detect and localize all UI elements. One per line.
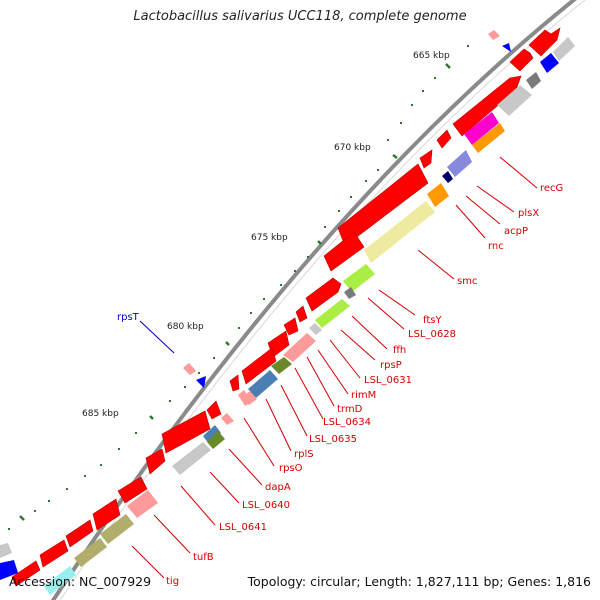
gene-label-LSL_0635: LSL_0635: [309, 434, 357, 445]
cds-arrow: [229, 374, 240, 392]
ruler-major-tick: [225, 341, 230, 346]
cog-box: [0, 543, 12, 558]
cds-arrow: [305, 277, 342, 312]
gene-label-smc: smc: [457, 276, 477, 287]
cog-box: [271, 357, 292, 374]
cds-pink-small: [221, 413, 234, 425]
cds-blue-arrow: [196, 376, 206, 388]
cog-box: [364, 201, 435, 263]
cds-arrow: [436, 129, 452, 149]
cog-box: [472, 123, 505, 153]
cog-box: [553, 37, 575, 61]
cds-arrow: [323, 231, 365, 272]
cog-box: [427, 183, 449, 207]
cog-box: [248, 370, 278, 398]
cds-blue-arrow: [502, 43, 511, 52]
gene-label-recG: recG: [540, 183, 563, 194]
cds-arrow: [65, 519, 94, 548]
cog-box: [203, 425, 221, 444]
genome-title: Lactobacillus salivarius UCC118, complet…: [133, 9, 467, 24]
ruler-major-tick: [445, 63, 451, 69]
ruler-label: 665 kbp: [413, 51, 450, 61]
cds-arrow: [92, 498, 121, 531]
gene-label-LSL_0631: LSL_0631: [364, 375, 412, 386]
cog-box: [172, 442, 211, 475]
cds-arrow: [39, 539, 69, 568]
gene-label-ffh: ffh: [393, 345, 406, 356]
cds-arrow: [145, 448, 166, 475]
gene-label-rimM: rimM: [351, 390, 376, 401]
cog-box: [540, 53, 559, 73]
gene-label-rnc: rnc: [488, 241, 504, 252]
ruler-major-tick: [392, 154, 398, 159]
cds-arrow: [283, 317, 299, 336]
gene-label-rpsO: rpsO: [279, 463, 303, 474]
gene-label-plsX: plsX: [518, 208, 539, 219]
cog-box: [442, 171, 453, 183]
cds-arrow: [337, 163, 429, 247]
rpst-leader-line: [139, 320, 175, 354]
ruler-minor-ticks: [8, 45, 469, 530]
gene-label-acpP: acpP: [504, 226, 528, 237]
cds-arrow: [241, 347, 277, 385]
cds-arrow: [11, 560, 41, 587]
gene-label-tufB: tufB: [193, 552, 214, 563]
ruler-label: 670 kbp: [334, 143, 371, 153]
cog-box: [447, 150, 472, 177]
cds-arrow: [452, 75, 522, 137]
cds-arrow: [419, 149, 433, 169]
cog-box: [344, 287, 356, 299]
ruler-major-tick: [149, 415, 154, 420]
label-leader-lines: [131, 156, 538, 579]
cog-box: [207, 431, 225, 449]
ruler-label: 685 kbp: [82, 409, 119, 419]
ruler-label: 675 kbp: [251, 233, 288, 243]
cds-pink-small: [488, 30, 500, 40]
gene-label-LSL_0634: LSL_0634: [323, 417, 371, 428]
gene-label-dapA: dapA: [265, 482, 291, 493]
cog-box: [283, 333, 316, 362]
cog-box: [242, 391, 257, 405]
gene-label-rplS: rplS: [294, 449, 314, 460]
cog-box: [526, 72, 541, 89]
gene-label-LSL_0641: LSL_0641: [219, 522, 267, 533]
cds-pink-small: [183, 363, 196, 375]
gene-label-tig: tig: [166, 576, 179, 587]
cds-arrow: [161, 410, 211, 454]
cog-box: [100, 514, 134, 544]
cds-arrow: [295, 305, 308, 323]
cds-arrow: [509, 48, 534, 72]
cds-arrow: [528, 27, 561, 57]
cog-box: [315, 299, 350, 328]
ruler-ticks: [19, 63, 451, 521]
gene-label-LSL_0628: LSL_0628: [408, 329, 456, 340]
cds-arrow: [206, 400, 222, 420]
cog-box: [309, 323, 322, 335]
ruler-major-tick: [317, 240, 322, 245]
genome-summary-text: Topology: circular; Length: 1,827,111 bp…: [247, 574, 591, 589]
cog-category-track[interactable]: [0, 37, 575, 595]
gene-label-rpsT: rpsT: [117, 312, 140, 323]
cog-box: [0, 560, 18, 580]
cog-box: [497, 85, 532, 116]
gene-label-trmD: trmD: [337, 404, 363, 415]
cog-box: [74, 538, 107, 567]
forward-cds-track[interactable]: [11, 27, 561, 587]
cog-box: [44, 566, 76, 595]
ruler-labels: 665 kbp 670 kbp 675 kbp 680 kbp 685 kbp: [82, 51, 450, 419]
gene-label-rpsP: rpsP: [380, 360, 402, 371]
gene-label-ftsY: ftsY: [423, 315, 442, 326]
ruler-label: 680 kbp: [167, 322, 204, 332]
cds-arrow: [117, 476, 148, 504]
gene-labels[interactable]: recG plsX acpP rnc smc ftsY LSL_0628 ffh…: [117, 183, 563, 587]
cog-box: [343, 264, 375, 292]
ruler-major-tick: [19, 515, 25, 521]
cog-box: [127, 490, 158, 518]
gene-label-LSL_0640: LSL_0640: [242, 500, 290, 511]
accession-text: Accession: NC_007929: [9, 574, 152, 589]
cog-box: [464, 112, 499, 145]
